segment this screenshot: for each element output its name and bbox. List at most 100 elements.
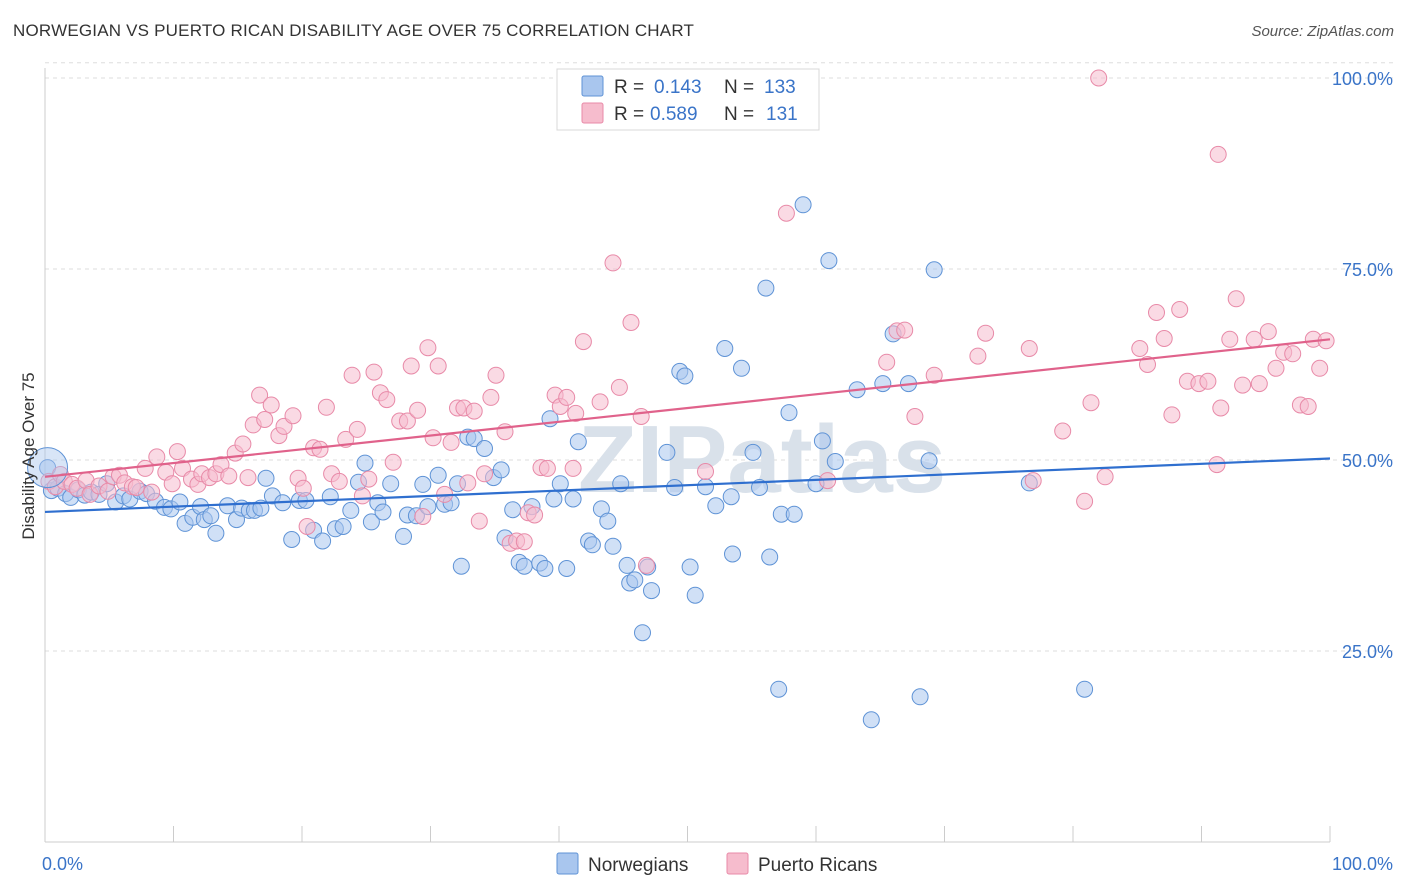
data-point-puerto-ricans [398,412,416,430]
data-point-puerto-ricans [977,324,995,342]
data-point-norwegians [599,512,617,530]
legend-swatch-blue [581,75,604,97]
data-point-norwegians [558,560,576,577]
data-point-puerto-ricans [1212,399,1230,417]
series-legend: Norwegians Puerto Ricans [556,852,877,876]
data-point-puerto-ricans [1199,372,1217,390]
data-point-norwegians [874,375,892,393]
axes: 25.0% 50.0% 75.0% 100.0% 0.0% 100.0% [42,68,1393,874]
data-point-norwegians [707,497,725,515]
data-point-puerto-ricans [1096,468,1114,486]
data-point-norwegians [744,443,762,461]
data-point-puerto-ricans [1020,340,1038,357]
data-point-puerto-ricans [148,448,166,466]
y-axis-label: Disability Age Over 75 [19,372,38,539]
data-point-puerto-ricans [697,463,714,480]
data-point-puerto-ricans [622,314,640,331]
data-point-puerto-ricans [378,391,396,409]
data-point-puerto-ricans [1131,340,1149,357]
data-point-norwegians [429,466,447,484]
data-point-norwegians [207,524,225,542]
data-point-puerto-ricans [143,483,161,501]
data-point-norwegians [536,560,554,577]
legend-r-value-2: 0.589 [650,104,698,125]
data-point-puerto-ricans [1082,394,1100,412]
data-point-puerto-ricans [402,357,420,375]
data-point-puerto-ricans [365,363,383,381]
data-point-puerto-ricans [256,411,274,428]
data-point-puerto-ricans [1221,330,1239,348]
data-point-puerto-ricans [360,470,378,488]
data-point-puerto-ricans [878,353,896,371]
data-point-puerto-ricans [384,453,402,471]
data-point-puerto-ricans [487,366,505,384]
data-point-puerto-ricans [1054,422,1072,440]
data-point-norwegians [697,478,714,496]
data-point-norwegians [658,443,676,461]
data-point-norwegians [911,688,929,706]
data-point-norwegians [761,548,779,566]
data-point-norwegians-cluster [27,447,69,489]
data-point-norwegians [722,488,740,506]
data-point-puerto-ricans [564,459,582,477]
data-point-norwegians [564,490,582,508]
data-point-norwegians [785,505,803,523]
series-legend-swatch-puerto-ricans [726,852,749,875]
legend-n-value-1: 133 [764,77,796,98]
data-point-norwegians [686,586,704,604]
trend-line-puerto-ricans [44,338,1331,478]
data-point-puerto-ricans [284,407,302,425]
data-point-puerto-ricans [1234,376,1252,394]
data-point-puerto-ricans [637,556,655,574]
y-tick-label: 50.0% [1342,451,1393,471]
data-point-puerto-ricans [526,506,544,524]
data-point-norwegians [676,367,694,385]
data-point-puerto-ricans [343,366,361,384]
data-point-norwegians [826,453,844,470]
data-point-puerto-ricans [1311,359,1329,377]
data-point-norwegians [334,518,352,535]
data-point-puerto-ricans [567,404,585,422]
data-point-norwegians [920,452,938,470]
data-point-norwegians [626,571,644,589]
correlation-legend: R = 0.143 N = 133 R = 0.589 N = 131 [556,68,820,131]
data-point-norwegians [925,261,943,279]
data-point-puerto-ricans [538,459,556,477]
data-point-puerto-ricans [459,474,477,492]
x-tick-label: 100.0% [1332,854,1393,874]
data-point-norwegians [794,196,812,214]
data-point-norwegians [545,490,563,508]
data-point-norwegians [356,454,374,472]
data-point-puerto-ricans [476,465,493,483]
data-point-norwegians [770,680,788,698]
x-tick-label: 0.0% [42,854,83,874]
data-point-puerto-ricans [294,479,312,497]
data-point-puerto-ricans [442,433,460,451]
y-tick-label: 25.0% [1342,642,1393,662]
legend-n-label-2: N = [724,104,754,125]
data-point-norwegians [751,479,768,496]
data-point-puerto-ricans [163,475,181,493]
data-point-puerto-ricans [1250,375,1268,393]
data-point-puerto-ricans [574,333,592,351]
data-point-puerto-ricans [591,393,609,411]
data-point-puerto-ricans [1076,492,1094,510]
source-credit: Source: ZipAtlas.com [1251,23,1394,40]
series-legend-swatch-norwegians [556,852,579,875]
data-point-puerto-ricans [317,398,335,416]
data-point-norwegians [862,711,880,729]
data-point-puerto-ricans [465,402,483,420]
data-point-norwegians [515,557,533,575]
data-point-norwegians [476,440,493,457]
data-point-puerto-ricans [409,401,427,419]
data-point-puerto-ricans [969,347,987,365]
data-point-norwegians [780,404,798,422]
data-point-puerto-ricans [1155,330,1173,347]
data-point-norwegians [395,527,412,545]
series-legend-label-norwegians: Norwegians [588,855,688,876]
data-point-norwegians [283,531,301,548]
series-norwegians [39,196,1094,729]
data-point-puerto-ricans [1259,323,1277,341]
data-point-norwegians [604,537,622,555]
series-layer [27,69,1335,729]
